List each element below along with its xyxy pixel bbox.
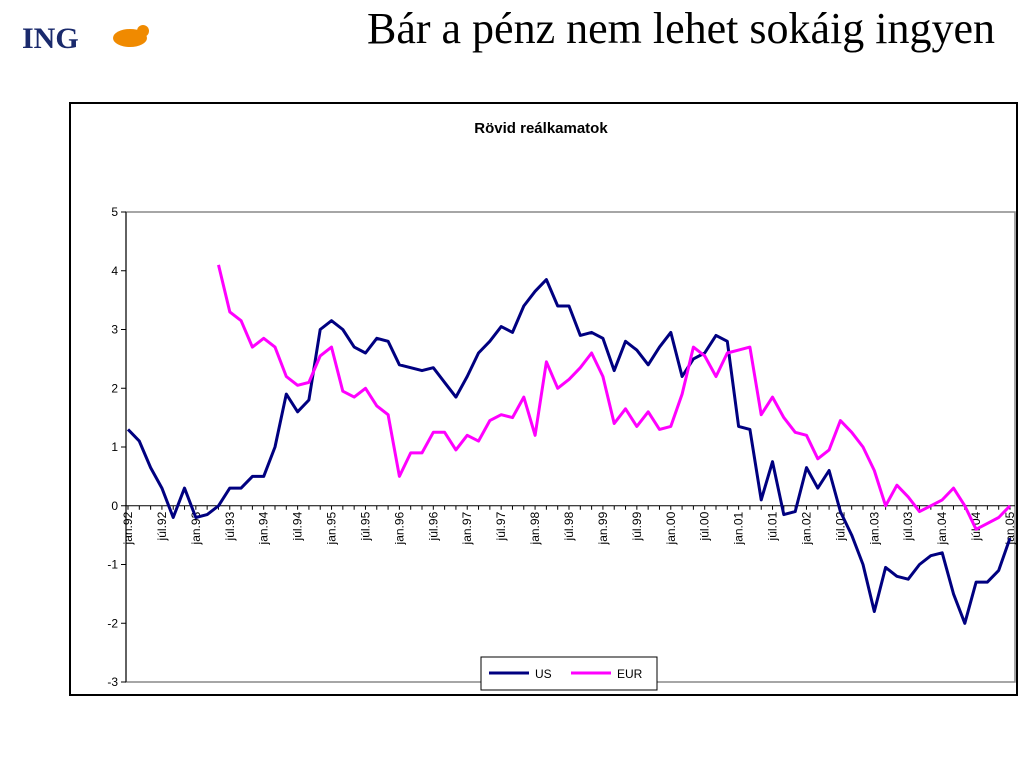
x-tick-label: júl.99 xyxy=(630,511,644,541)
x-tick-label: júl.95 xyxy=(358,511,372,541)
x-tick-label: jan.00 xyxy=(664,511,678,545)
x-tick-label: júl.92 xyxy=(155,511,169,541)
x-tick-label: jan.04 xyxy=(935,511,949,545)
x-tick-label: jan.05 xyxy=(1003,511,1017,545)
x-tick-label: jan.94 xyxy=(257,511,271,545)
y-tick-label: 4 xyxy=(111,264,118,278)
chart-title: Rövid reálkamatok xyxy=(474,120,608,137)
x-tick-label: júl.00 xyxy=(698,511,712,541)
series-line xyxy=(217,264,1012,531)
logo-lion xyxy=(113,25,149,47)
x-tick-label: jan.93 xyxy=(189,511,203,545)
y-tick-label: -3 xyxy=(107,675,118,689)
x-tick-label: júl.98 xyxy=(562,511,576,541)
x-tick-label: júl.97 xyxy=(494,511,508,541)
y-tick-label: 1 xyxy=(111,440,118,454)
y-tick-label: 2 xyxy=(111,381,118,395)
y-tick-label: -2 xyxy=(107,616,118,630)
x-tick-label: jan.01 xyxy=(732,511,746,545)
x-tick-label: jan.02 xyxy=(799,511,813,545)
y-tick-label: 3 xyxy=(111,323,118,337)
chart-frame xyxy=(69,102,1018,696)
x-tick-label: jan.96 xyxy=(392,511,406,545)
y-tick-label: 5 xyxy=(111,205,118,219)
x-tick-label: júl.03 xyxy=(901,511,915,541)
logo-text: ING xyxy=(22,22,79,55)
x-tick-label: júl.94 xyxy=(291,511,305,541)
x-tick-label: jan.03 xyxy=(867,511,881,545)
y-tick-label: 0 xyxy=(111,499,118,513)
x-tick-label: jan.98 xyxy=(528,511,542,545)
x-tick-label: jan.97 xyxy=(460,511,474,545)
x-tick-label: júl.02 xyxy=(833,511,847,541)
legend-label: US xyxy=(535,667,552,681)
y-tick-label: -1 xyxy=(107,558,118,572)
plot: -3 -2 -1 0 1 2 3 4 5 jan.92 júl.92 jan.93 júl.93 jan.… xyxy=(107,205,1017,691)
x-tick-label: jan.99 xyxy=(596,511,610,545)
slide-title: Bár a pénz nem lehet sokáig ingyen xyxy=(367,4,995,53)
x-tick-label: jan.95 xyxy=(325,511,339,545)
x-tick-label: jan.92 xyxy=(121,511,135,545)
series-line xyxy=(126,278,1012,625)
legend-label: EUR xyxy=(617,667,643,681)
x-tick-label: júl.01 xyxy=(766,511,780,541)
x-tick-label: júl.96 xyxy=(426,511,440,541)
x-tick-label: júl.93 xyxy=(223,511,237,541)
